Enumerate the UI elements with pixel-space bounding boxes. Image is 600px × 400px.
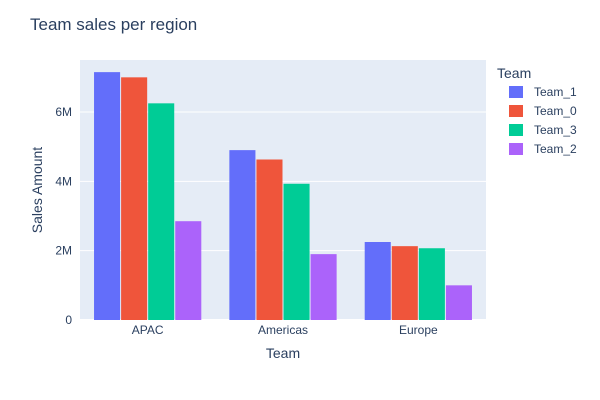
x-tick-label: Americas [258, 323, 308, 337]
legend-label[interactable]: Team_0 [534, 104, 577, 118]
legend-title: Team [497, 65, 531, 81]
legend-swatch[interactable] [509, 105, 523, 117]
legend-swatch[interactable] [509, 143, 523, 155]
bar-team-3-americas[interactable] [283, 183, 310, 320]
legend: Team Team_1 Team_0 Team_3 Team_2 [497, 65, 577, 156]
y-tick-label: 4M [55, 174, 72, 188]
legend-items: Team_1 Team_0 Team_3 Team_2 [509, 85, 577, 156]
y-axis-ticks: 0 2M 4M 6M [55, 105, 72, 327]
x-axis-title: Team [266, 345, 300, 361]
bar-team-2-americas[interactable] [310, 254, 337, 320]
x-axis-ticks: APAC Americas Europe [132, 323, 438, 337]
legend-label[interactable]: Team_1 [534, 85, 577, 99]
x-tick-label: APAC [132, 323, 164, 337]
y-tick-label: 0 [65, 313, 72, 327]
bar-team-2-apac[interactable] [175, 221, 202, 320]
gridlines [80, 111, 486, 321]
bar-team-0-europe[interactable] [391, 246, 418, 320]
legend-label[interactable]: Team_3 [534, 123, 577, 137]
x-tick-label: Europe [399, 323, 438, 337]
plot-area [80, 60, 486, 320]
bar-team-2-europe[interactable] [445, 285, 472, 320]
bar-team-3-apac[interactable] [148, 103, 175, 320]
bar-team-3-europe[interactable] [418, 248, 445, 320]
legend-swatch[interactable] [509, 124, 523, 136]
bar-team-1-americas[interactable] [229, 150, 256, 320]
bar-team-1-apac[interactable] [94, 72, 121, 320]
y-tick-label: 2M [55, 244, 72, 258]
legend-swatch[interactable] [509, 86, 523, 98]
bar-team-0-apac[interactable] [121, 77, 148, 320]
y-tick-label: 6M [55, 105, 72, 119]
bars [94, 72, 472, 320]
legend-label[interactable]: Team_2 [534, 142, 577, 156]
chart-title: Team sales per region [30, 15, 197, 34]
bar-team-1-europe[interactable] [364, 242, 391, 320]
bar-team-0-americas[interactable] [256, 159, 283, 320]
y-axis-title: Sales Amount [29, 147, 45, 233]
